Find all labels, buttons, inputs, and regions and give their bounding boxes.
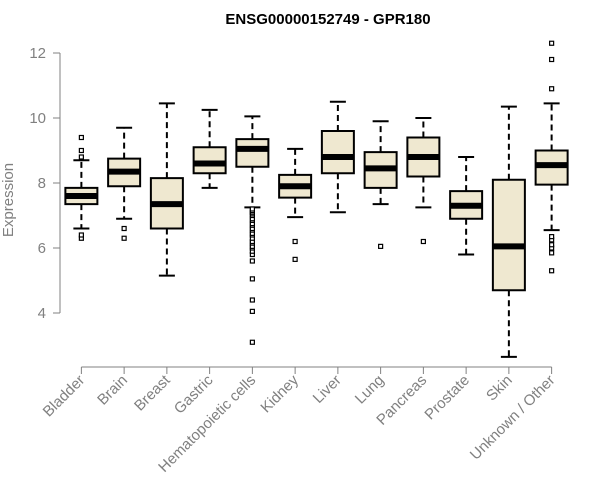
- box-group: [320, 100, 355, 214]
- y-tick-label: 6: [38, 240, 46, 257]
- box-series: [64, 40, 569, 358]
- outlier-point: [249, 339, 255, 345]
- outlier-point: [249, 206, 255, 212]
- x-tick-label: Lung: [352, 372, 388, 408]
- box-group: [64, 134, 99, 241]
- box-iqr: [192, 146, 227, 175]
- box-group: [491, 105, 526, 358]
- outlier-point: [78, 154, 84, 160]
- outlier-point: [121, 235, 127, 241]
- outlier-point: [378, 243, 384, 249]
- y-tick-label: 4: [38, 305, 46, 322]
- box-group: [278, 147, 313, 262]
- chart-title: ENSG00000152749 - GPR180: [225, 11, 430, 28]
- y-tick-label: 10: [29, 110, 46, 127]
- x-tick-label: Liver: [310, 372, 345, 407]
- y-tick-label: 8: [38, 175, 46, 192]
- box-group: [107, 126, 142, 241]
- box-iqr: [491, 178, 526, 292]
- outlier-point: [292, 256, 298, 262]
- y-tick-label: 12: [29, 45, 46, 62]
- outlier-point: [249, 258, 255, 264]
- outlier-point: [249, 308, 255, 314]
- outlier-point: [292, 238, 298, 245]
- outlier-point: [549, 40, 555, 46]
- x-tick-label: Brain: [94, 372, 131, 409]
- x-tick-label: Bladder: [40, 372, 89, 421]
- x-tick-label: Kidney: [257, 371, 302, 416]
- outlier-point: [549, 56, 555, 63]
- outlier-point: [121, 225, 127, 232]
- outlier-point: [249, 297, 255, 303]
- outlier-point: [549, 234, 555, 240]
- outlier-point: [249, 276, 255, 282]
- outlier-point: [420, 238, 426, 245]
- y-axis-label: Expression: [0, 163, 17, 237]
- outlier-point: [549, 250, 555, 256]
- box-group: [449, 156, 484, 256]
- box-group: [149, 102, 184, 277]
- box-group: [534, 40, 569, 274]
- outlier-point: [549, 86, 555, 92]
- y-axis: 4 6 8 10 12: [29, 45, 61, 322]
- outlier-point: [78, 232, 84, 238]
- outlier-point: [78, 134, 84, 141]
- x-tick-label: Breast: [131, 371, 174, 414]
- box-group: [363, 120, 398, 249]
- x-tick-label: Skin: [483, 372, 516, 405]
- outlier-point: [78, 147, 84, 154]
- outlier-point: [549, 268, 555, 274]
- box-group: [235, 115, 270, 345]
- outlier-point: [549, 242, 555, 248]
- box-iqr: [235, 138, 270, 168]
- box-group: [406, 117, 441, 245]
- box-group: [192, 108, 227, 189]
- x-tick-label: Prostate: [421, 372, 473, 424]
- box-iqr: [320, 130, 355, 175]
